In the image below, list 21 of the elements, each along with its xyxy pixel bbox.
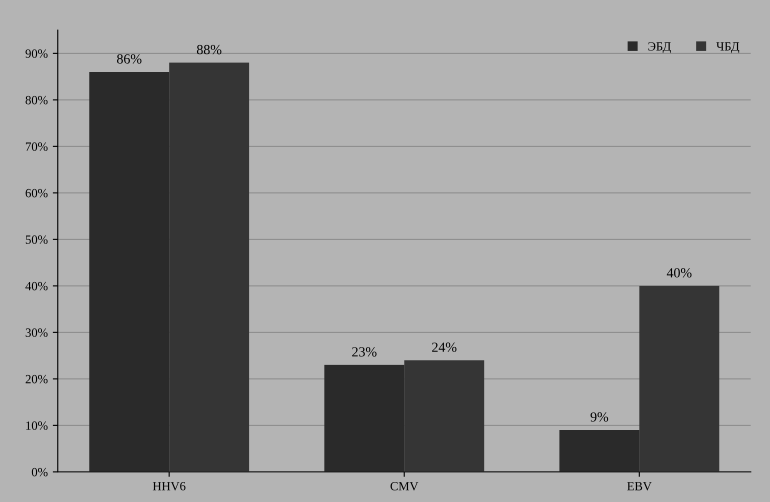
y-tick-label: 30% <box>26 328 48 337</box>
x-tick-label: CMV <box>390 482 418 490</box>
data-label: 86% <box>117 54 142 64</box>
data-label: 88% <box>196 44 222 54</box>
x-tick-label: HHV6 <box>152 482 186 490</box>
y-tick-label: 40% <box>25 282 48 290</box>
data-label: 24% <box>432 342 456 352</box>
data-label: 23% <box>352 347 377 357</box>
x-tick-label: EBV <box>627 482 652 490</box>
y-tick-label: 10% <box>26 421 48 430</box>
data-label: 40% <box>666 268 692 278</box>
y-tick-label: 90% <box>26 49 48 58</box>
legend-label: ЭБД <box>648 42 671 54</box>
y-tick-label: 20% <box>26 374 48 384</box>
y-tick-label: 80% <box>26 96 48 104</box>
y-tick-label: 50% <box>26 235 48 244</box>
y-tick-label: 60% <box>26 188 48 198</box>
y-tick-label: 0% <box>32 468 48 476</box>
data-label: 9% <box>590 412 608 422</box>
y-tick-label: 70% <box>26 142 48 151</box>
legend-label: ЧБД <box>716 42 740 54</box>
